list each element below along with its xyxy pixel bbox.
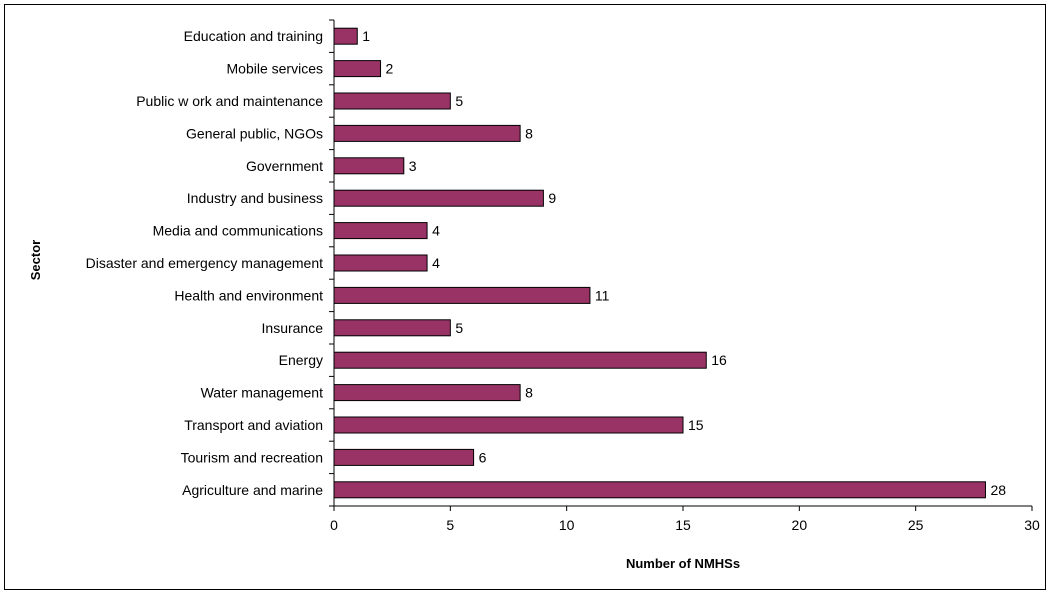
x-tick-label: 0 [330, 517, 338, 533]
bar [333, 416, 684, 434]
category-label: Energy [279, 352, 323, 368]
category-label: Mobile services [227, 61, 323, 77]
bar-value-label: 1 [362, 28, 370, 44]
bar-value-label: 28 [990, 482, 1006, 498]
category-label: General public, NGOs [186, 125, 323, 141]
category-label: Agriculture and marine [182, 482, 323, 498]
bar [333, 448, 475, 466]
y-axis-title: Sector [28, 240, 43, 280]
bar [333, 157, 405, 175]
x-tick-label: 15 [675, 517, 691, 533]
category-label: Government [246, 158, 323, 174]
bar-value-label: 15 [688, 417, 704, 433]
category-label: Public w ork and maintenance [136, 93, 323, 109]
category-label: Tourism and recreation [181, 449, 323, 465]
bar-value-label: 4 [432, 223, 440, 239]
category-label: Water management [201, 385, 324, 401]
bar [333, 92, 451, 110]
category-label: Transport and aviation [184, 417, 323, 433]
x-tick-label: 30 [1024, 517, 1040, 533]
bar-value-label: 3 [409, 158, 417, 174]
bar [333, 351, 707, 369]
category-label: Industry and business [187, 190, 323, 206]
bar [333, 27, 358, 45]
bar [333, 124, 521, 142]
bar [333, 319, 451, 337]
bar [333, 286, 591, 304]
bar [333, 222, 428, 240]
bar [333, 481, 986, 499]
category-label: Disaster and emergency management [86, 255, 323, 271]
bar-value-label: 16 [711, 352, 727, 368]
category-label: Insurance [262, 320, 324, 336]
bar [333, 384, 521, 402]
category-label: Media and communications [153, 223, 323, 239]
x-axis-title: Number of NMHSs [626, 556, 740, 571]
x-tick-label: 20 [792, 517, 808, 533]
bar [333, 189, 544, 207]
bar-value-label: 2 [386, 61, 394, 77]
axes-layer: Education and training Mobile services Pub… [86, 19, 1040, 533]
bar-value-label: 5 [455, 93, 463, 109]
category-label: Education and training [184, 28, 323, 44]
category-label: Health and environment [174, 287, 323, 303]
x-tick-label: 25 [908, 517, 924, 533]
bar-value-label: 8 [525, 125, 533, 141]
bar-value-label: 6 [479, 449, 487, 465]
x-tick-label: 5 [446, 517, 454, 533]
bars-layer: 1 2 5 8 3 9 4 4 11 5 16 8 15 6 28 [333, 27, 1006, 499]
bar-value-label: 9 [548, 190, 556, 206]
bar-value-label: 11 [595, 287, 610, 303]
bar-value-label: 4 [432, 255, 440, 271]
x-tick-label: 10 [559, 517, 575, 533]
bar-value-label: 5 [455, 320, 463, 336]
bar [333, 60, 382, 78]
bar [333, 254, 428, 272]
bar-value-label: 8 [525, 385, 533, 401]
